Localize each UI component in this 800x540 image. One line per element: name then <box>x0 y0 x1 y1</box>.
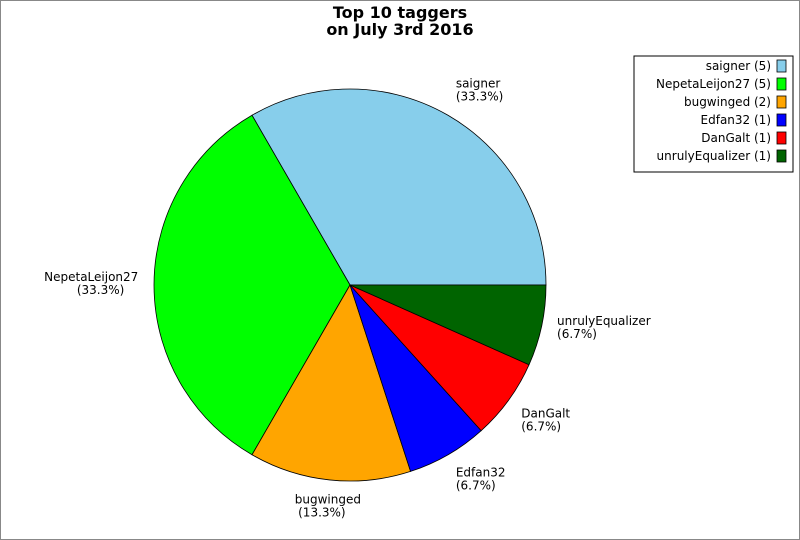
slice-label: saigner <box>456 77 501 91</box>
legend-label: DanGalt (1) <box>701 131 771 145</box>
slice-percent: (33.3%) <box>77 283 124 297</box>
slice-percent: (6.7%) <box>521 419 561 433</box>
pie-slice <box>251 284 412 482</box>
legend-box <box>633 55 794 173</box>
legend-label: NepetaLeijon27 (5) <box>656 77 771 91</box>
slice-label: DanGalt <box>521 406 570 420</box>
legend-swatch <box>776 113 787 127</box>
slice-percent: (33.3%) <box>456 90 503 104</box>
legend-label: bugwinged (2) <box>684 95 771 109</box>
slice-label: unrulyEqualizer <box>557 314 651 328</box>
legend-label: saigner (5) <box>706 59 771 73</box>
legend-swatch <box>776 77 787 91</box>
pie-slice <box>153 114 351 456</box>
legend-swatch <box>776 131 787 145</box>
legend-swatch <box>776 95 787 109</box>
slice-percent: (6.7%) <box>557 327 597 341</box>
legend-label: unrulyEqualizer (1) <box>657 149 771 163</box>
slice-label: bugwinged <box>295 493 361 507</box>
chart-title: Top 10 taggers <box>333 3 467 22</box>
slice-percent: (6.7%) <box>456 478 496 492</box>
slice-percent: (13.3%) <box>298 506 345 520</box>
legend-label: Edfan32 (1) <box>701 113 771 127</box>
pie-slice <box>251 88 547 286</box>
legend-swatch <box>776 149 787 163</box>
slice-label: Edfan32 <box>456 465 506 479</box>
pie-slice <box>349 284 547 366</box>
legend-swatch <box>776 59 787 73</box>
slice-label: NepetaLeijon27 <box>44 270 138 284</box>
chart-title: on July 3rd 2016 <box>326 20 473 39</box>
